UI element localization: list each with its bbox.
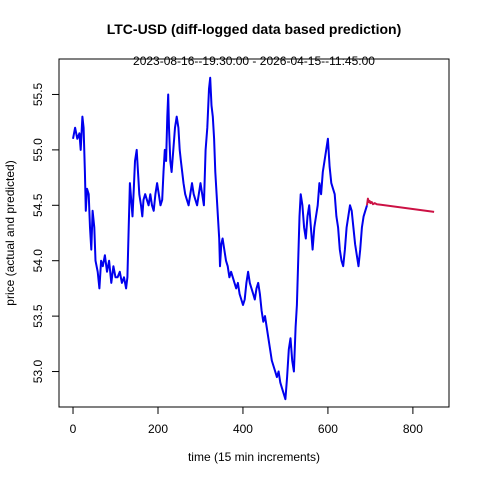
x-tick-label: 200 (148, 422, 168, 436)
x-axis-label: time (15 min increments) (188, 450, 320, 464)
predicted-price-line (366, 197, 435, 213)
y-tick-label: 54.0 (31, 249, 45, 273)
chart-subtitle: 2023-08-16--19:30:00 - 2026-04-15--11:45… (133, 54, 375, 68)
x-tick-label: 800 (403, 422, 423, 436)
y-axis: 53.0 53.5 54.0 54.5 55.0 55.5 (31, 82, 60, 384)
x-axis: 0 200 400 600 800 (70, 406, 423, 436)
x-tick-label: 600 (318, 422, 338, 436)
plot-frame (58, 58, 450, 408)
y-tick-label: 55.0 (31, 138, 45, 162)
plot-area (72, 76, 435, 401)
x-tick-label: 400 (233, 422, 253, 436)
x-tick-label: 0 (70, 422, 77, 436)
y-tick-label: 53.0 (31, 360, 45, 384)
y-axis-label: price (actual and predicted) (3, 160, 17, 305)
actual-price-line (72, 76, 368, 401)
y-tick-label: 54.5 (31, 193, 45, 217)
y-tick-label: 53.5 (31, 304, 45, 328)
chart-title: LTC-USD (diff-logged data based predicti… (107, 21, 402, 37)
y-tick-label: 55.5 (31, 82, 45, 106)
